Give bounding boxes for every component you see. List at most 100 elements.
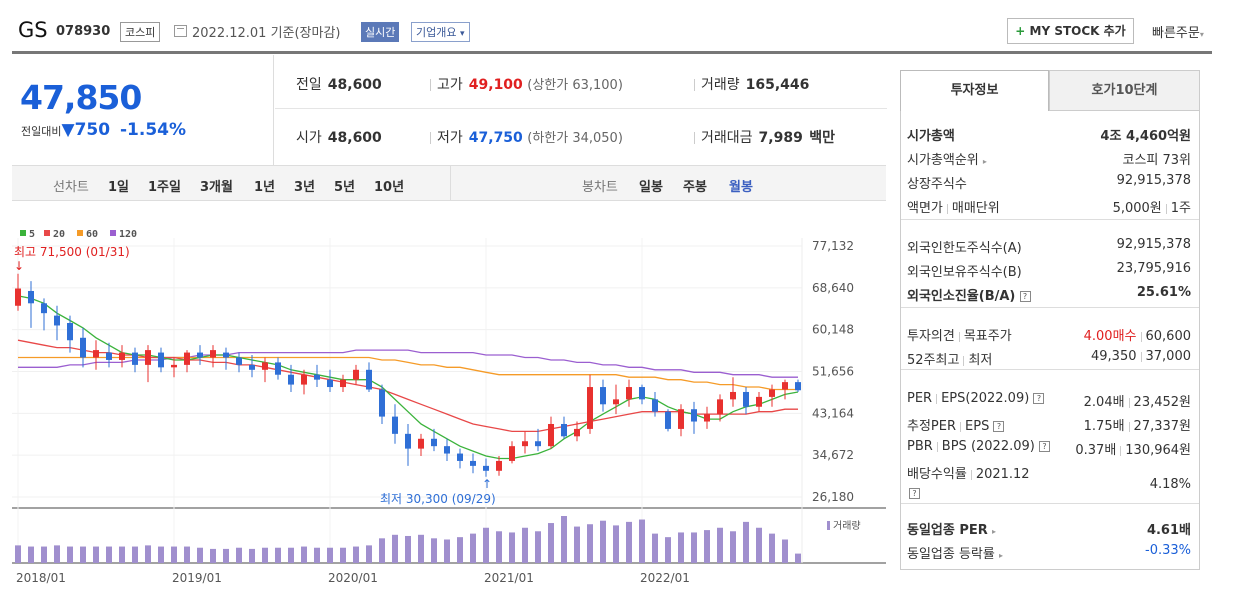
x-tick-label: 2020/01 <box>328 571 378 585</box>
legend-label: 60 <box>86 229 98 240</box>
candle-body <box>379 389 385 417</box>
candle-body <box>210 350 216 358</box>
info-value: 0.37배 130,964원 <box>1075 439 1191 458</box>
volume-bar <box>223 548 229 563</box>
x-tick-label: 2019/01 <box>172 571 222 585</box>
volume-bar <box>171 546 177 563</box>
candle-body <box>613 399 619 405</box>
candle-body <box>743 391 749 407</box>
volume-bar <box>587 524 593 563</box>
high-value: 49,100 <box>468 77 523 93</box>
candle-body <box>782 382 788 390</box>
candle-body <box>340 379 346 388</box>
volume-bar <box>288 547 294 563</box>
info-label-text: 배당수익률 <box>907 467 967 482</box>
amount-unit: 백만 <box>809 130 836 146</box>
tab-invest-info[interactable]: 투자정보 <box>900 70 1049 111</box>
candle-body <box>522 441 528 447</box>
info-label: 시가총액 <box>907 125 955 144</box>
volume-bar <box>119 546 125 563</box>
x-tick-label: 2018/01 <box>16 571 66 585</box>
candle-body <box>158 352 164 368</box>
volume-bar <box>249 548 255 563</box>
info-value: 2.04배 23,452원 <box>1084 391 1191 410</box>
candle-body <box>444 446 450 454</box>
calendar-icon <box>174 25 187 37</box>
realtime-button[interactable]: 실시간 <box>361 22 400 42</box>
low-price: 저가 47,750 (하한가 34,050) <box>424 127 623 147</box>
candle-body <box>431 438 437 447</box>
candle-daily[interactable]: 일봉 <box>639 180 663 195</box>
price-chart[interactable]: 77,132 68,640 60,148 51,656 43,164 34,672 26,1… <box>12 220 886 600</box>
tab-orderbook[interactable]: 호가10단계 <box>1049 70 1200 111</box>
y-tick-label: 68,640 <box>812 281 854 295</box>
info-label-text: 외국인보유주식수(B) <box>907 265 1022 280</box>
high-price: 고가 49,100 (상한가 63,100) <box>424 74 623 94</box>
period-1y[interactable]: 1년 <box>254 180 276 195</box>
info-label: 동일업종 등락률 ▸ <box>907 543 1003 562</box>
volume-bar <box>522 527 528 563</box>
candle-body <box>418 438 424 449</box>
market-badge: 코스피 <box>120 22 161 42</box>
add-mystock-button[interactable]: + MY STOCK 추가 <box>1007 18 1134 44</box>
info-label-text2: 2021.12 <box>975 467 1030 482</box>
lower-limit: (하한가 34,050) <box>527 131 623 146</box>
volume-bar <box>652 533 658 563</box>
period-5y[interactable]: 5년 <box>334 180 356 195</box>
volume-bar <box>704 530 710 563</box>
help-icon[interactable]: ? <box>1033 393 1045 404</box>
x-tick-label: 2022/01 <box>640 571 690 585</box>
chart-period-bar: 선차트 1일 1주일 3개월 1년 3년 5년 10년 봉차트 일봉 주봉 월봉 <box>12 165 886 201</box>
candle-body <box>665 411 671 429</box>
info-label: PER EPS(2022.09) ? <box>907 391 1045 406</box>
upper-limit: (상한가 63,100) <box>527 78 623 93</box>
info-label: 투자의견 목표주가 <box>907 325 1012 344</box>
bar-divider <box>450 166 451 200</box>
candle-body <box>457 453 463 461</box>
help-icon[interactable]: ? <box>993 421 1005 432</box>
info-label: 외국인한도주식수(A) <box>907 237 1022 256</box>
quick-order-dropdown[interactable]: 빠른주문▾ <box>1152 22 1204 41</box>
period-3m[interactable]: 3개월 <box>200 180 233 195</box>
info-label: 동일업종 PER ▸ <box>907 519 996 538</box>
y-tick-label: 77,132 <box>812 239 854 253</box>
volume-label: 거래량 <box>701 77 740 93</box>
low-arrow: ↑ <box>482 477 492 491</box>
y-tick-label: 51,656 <box>812 365 854 379</box>
info-divider <box>901 307 1199 308</box>
invest-info-table: 시가총액 4조 4,460억원 시가총액순위 ▸ 코스피 73위 상장주식수 92,915… <box>900 111 1200 570</box>
help-icon[interactable]: ? <box>1038 441 1050 452</box>
chevron-right-icon: ▸ <box>982 157 987 166</box>
period-1d[interactable]: 1일 <box>108 180 130 195</box>
volume-bar <box>132 546 138 563</box>
candle-body <box>561 423 567 437</box>
candle-monthly[interactable]: 월봉 <box>729 180 753 195</box>
volume-bar <box>158 546 164 563</box>
volume-bar <box>197 547 203 563</box>
candle-weekly[interactable]: 주봉 <box>683 180 707 195</box>
candle-body <box>132 352 138 365</box>
candle-body <box>548 423 554 447</box>
info-value: 5,000원 1주 <box>1113 197 1191 216</box>
stock-name: GS <box>18 18 48 42</box>
volume-bar <box>600 520 606 563</box>
volume-bar <box>548 523 554 563</box>
company-overview-dropdown[interactable]: 기업개요 ▾ <box>411 22 470 42</box>
help-icon[interactable]: ? <box>1019 291 1031 302</box>
volume-bar <box>756 527 762 563</box>
volume-bar <box>639 519 645 563</box>
volume-bar <box>340 547 346 563</box>
period-10y[interactable]: 10년 <box>374 180 405 195</box>
volume-bar <box>613 525 619 563</box>
info-label: 추정PER EPS ? <box>907 415 1005 434</box>
period-3y[interactable]: 3년 <box>294 180 316 195</box>
info-label-text: 외국인한도주식수(A) <box>907 241 1022 256</box>
volume-bar <box>457 537 463 563</box>
amount-value: 7,989 <box>758 130 803 146</box>
period-1w[interactable]: 1주일 <box>148 180 181 195</box>
volume-bar <box>184 546 190 563</box>
help-icon[interactable]: ? <box>909 488 920 499</box>
candle-body <box>392 416 398 434</box>
info-label: 액면가 매매단위 <box>907 197 1000 216</box>
info-label-text: 52주최고 <box>907 353 960 368</box>
